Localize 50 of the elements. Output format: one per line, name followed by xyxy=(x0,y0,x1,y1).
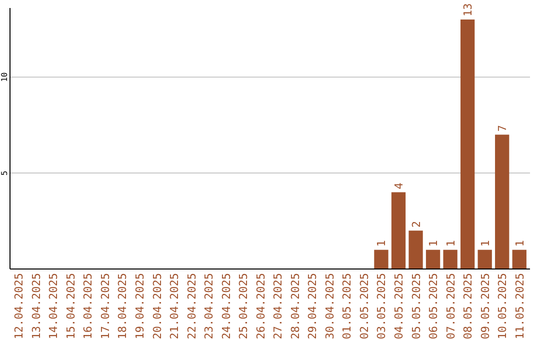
data-label: 1 xyxy=(444,240,458,247)
x-tick-label: 18.04.2025 xyxy=(116,273,130,340)
x-tick-label: 10.05.2025 xyxy=(496,273,510,340)
x-tick-label: 02.05.2025 xyxy=(358,273,371,340)
data-label: 7 xyxy=(496,125,510,132)
x-tick-label: 13.04.2025 xyxy=(30,273,43,340)
bar xyxy=(478,250,492,269)
x-tick-label: 08.05.2025 xyxy=(462,273,475,340)
x-tick-label: 21.04.2025 xyxy=(168,273,182,340)
bar xyxy=(391,192,406,269)
data-label: 4 xyxy=(392,182,406,190)
x-tick-label: 22.04.2025 xyxy=(185,273,198,340)
x-tick-label: 29.04.2025 xyxy=(306,273,320,340)
x-tick-label: 17.04.2025 xyxy=(98,273,112,340)
bar xyxy=(512,250,526,269)
data-label: 1 xyxy=(478,240,492,247)
x-tick-label: 06.05.2025 xyxy=(427,273,440,340)
x-tick-label: 15.04.2025 xyxy=(64,273,78,340)
x-tick-label: 05.05.2025 xyxy=(410,273,423,340)
x-tick-label: 07.05.2025 xyxy=(444,273,458,340)
x-tick-label: 25.04.2025 xyxy=(237,273,250,340)
x-tick-label: 27.04.2025 xyxy=(272,273,285,340)
data-label: 1 xyxy=(513,240,526,247)
x-tick-label: 20.04.2025 xyxy=(150,273,164,340)
x-tick-label: 09.05.2025 xyxy=(478,273,492,340)
bar xyxy=(408,230,423,269)
x-tick-label: 24.04.2025 xyxy=(220,273,233,340)
x-tick-label: 23.04.2025 xyxy=(202,273,216,340)
bar xyxy=(460,20,475,269)
x-tick-label: 28.04.2025 xyxy=(288,273,302,340)
bar xyxy=(495,134,510,269)
y-tick-label: 10 xyxy=(0,72,9,82)
bar xyxy=(374,250,388,269)
x-tick-label: 04.05.2025 xyxy=(392,273,406,340)
x-tick-label: 01.05.2025 xyxy=(340,273,354,340)
x-tick-label: 14.04.2025 xyxy=(47,273,60,340)
data-label: 13 xyxy=(462,3,475,17)
data-label: 1 xyxy=(375,240,388,247)
bar xyxy=(443,250,458,269)
x-tick-label: 26.04.2025 xyxy=(254,273,268,340)
x-tick-label: 03.05.2025 xyxy=(375,273,388,340)
data-label: 2 xyxy=(410,220,423,228)
x-tick-label: 30.04.2025 xyxy=(323,273,336,340)
x-tick-label: 11.05.2025 xyxy=(513,273,526,340)
data-label: 1 xyxy=(427,240,440,247)
x-tick-label: 19.04.2025 xyxy=(134,273,146,340)
y-tick-label: 5 xyxy=(0,170,9,176)
x-tick-label: 12.04.2025 xyxy=(12,273,26,340)
bar xyxy=(426,250,440,269)
x-tick-label: 16.04.2025 xyxy=(82,273,95,340)
